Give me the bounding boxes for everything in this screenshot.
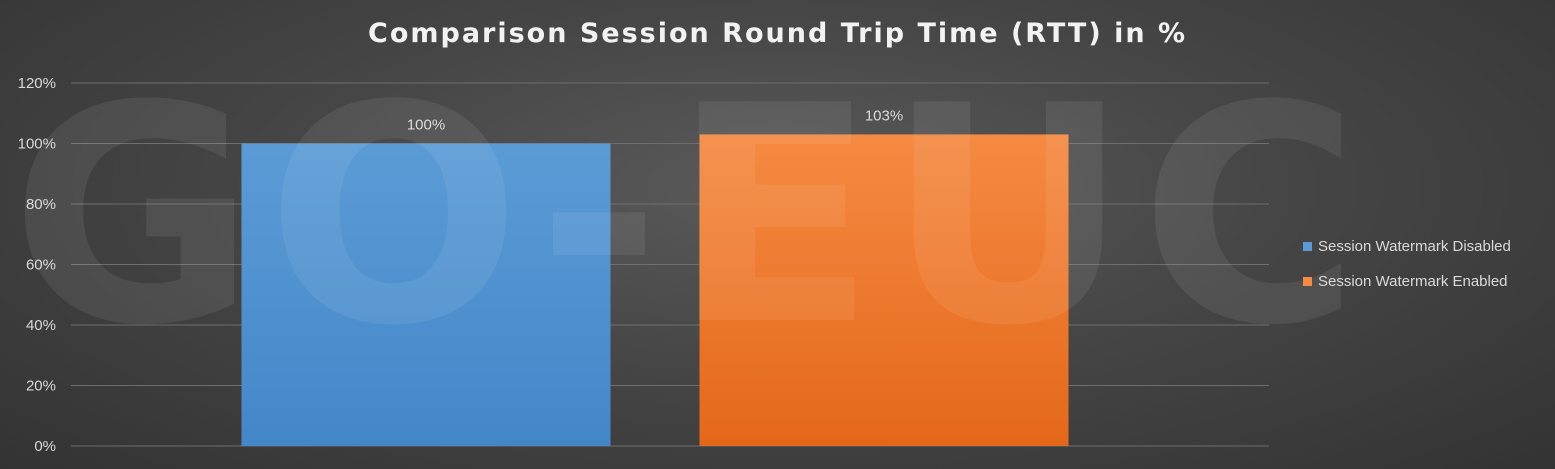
- data-label: 100%: [407, 117, 445, 134]
- watermark-text: GO-EUC: [10, 42, 1370, 391]
- bar-enabled: [699, 134, 1069, 447]
- y-tick-label: 40%: [26, 317, 56, 334]
- chart-legend: Session Watermark Disabled Session Water…: [1303, 236, 1511, 306]
- legend-item-disabled: Session Watermark Disabled: [1303, 236, 1511, 256]
- y-tick-label: 60%: [26, 257, 56, 274]
- legend-swatch-enabled: [1303, 276, 1312, 286]
- y-tick-label: 0%: [34, 438, 56, 455]
- legend-label-enabled: Session Watermark Enabled: [1318, 272, 1508, 290]
- y-tick-label: 100%: [18, 136, 56, 153]
- legend-item-enabled: Session Watermark Enabled: [1303, 271, 1511, 291]
- bar-disabled: [241, 143, 611, 446]
- y-tick-label: 20%: [26, 378, 56, 395]
- data-label: 103%: [865, 107, 903, 124]
- legend-label-disabled: Session Watermark Disabled: [1318, 237, 1511, 255]
- y-tick-label: 120%: [18, 75, 56, 92]
- chart-title: Comparison Session Round Trip Time (RTT)…: [368, 18, 1187, 49]
- legend-swatch-disabled: [1303, 241, 1312, 251]
- y-tick-label: 80%: [26, 196, 56, 213]
